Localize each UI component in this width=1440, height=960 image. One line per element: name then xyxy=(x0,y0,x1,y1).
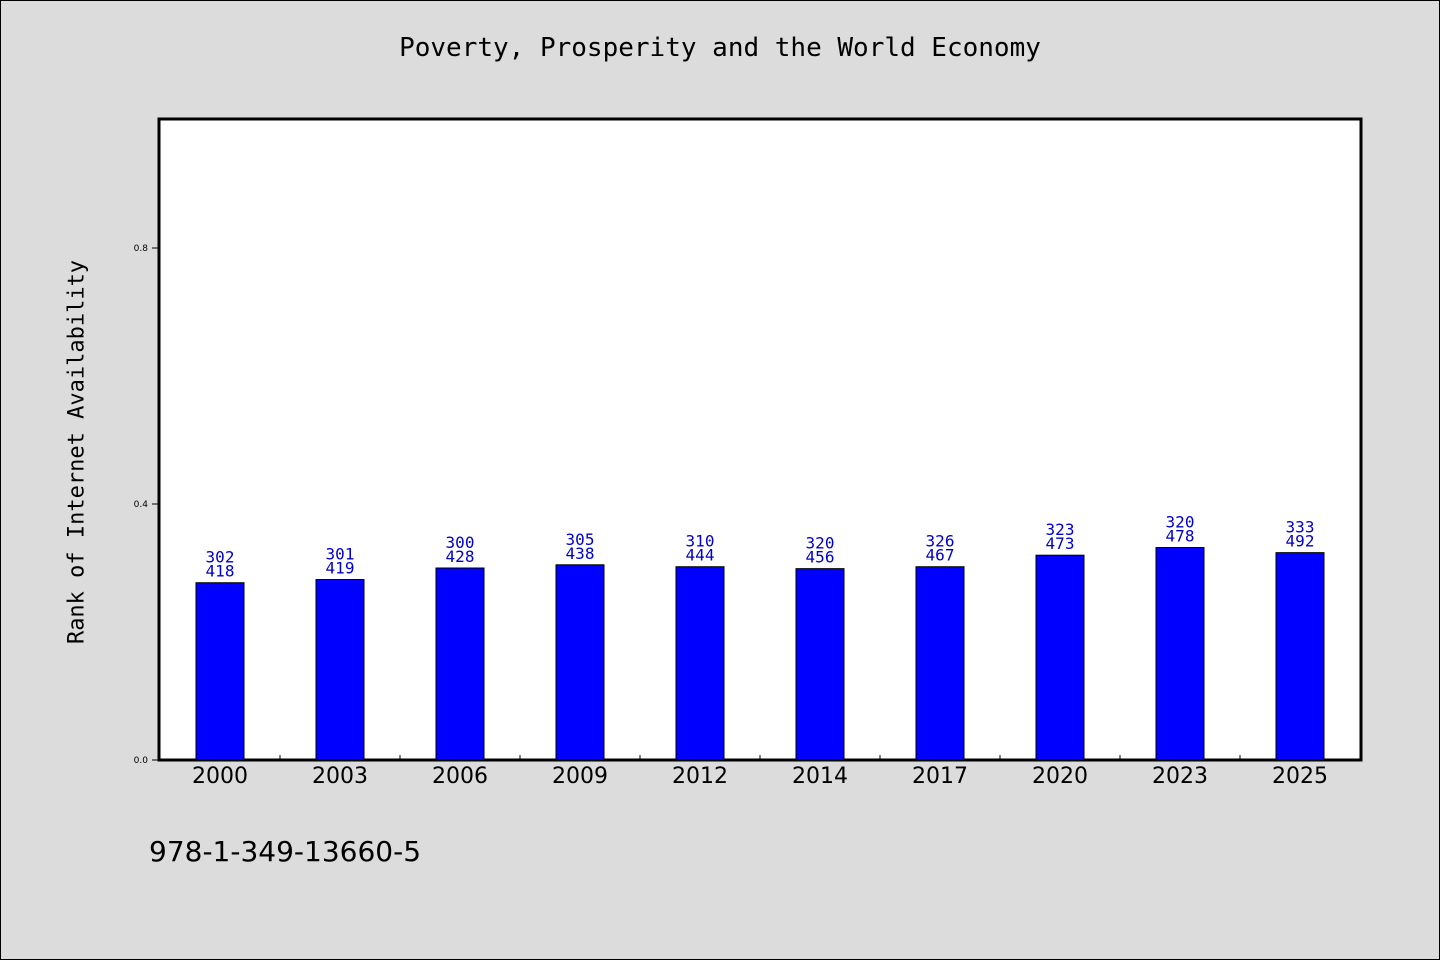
bar-label-top: 301 xyxy=(326,545,355,564)
bar-label-bottom: 473 xyxy=(1046,534,1075,553)
x-tick-label: 2020 xyxy=(1032,764,1088,789)
bar-label-bottom: 478 xyxy=(1166,527,1195,546)
isbn-code: 978-1-349-13660-5 xyxy=(149,835,422,868)
bar-2023 xyxy=(1155,547,1205,761)
bar-label-top: 326 xyxy=(926,532,955,551)
bar-2006 xyxy=(435,567,485,761)
bar-2014 xyxy=(795,568,845,761)
x-tick-label: 2014 xyxy=(792,764,848,789)
x-tick-label: 2023 xyxy=(1152,764,1208,789)
bar-2017 xyxy=(915,566,965,761)
x-tick-label: 2003 xyxy=(312,764,368,789)
x-tick-label: 2006 xyxy=(432,764,488,789)
bar-label-bottom: 419 xyxy=(326,559,355,578)
x-tick-label: 2000 xyxy=(192,764,248,789)
bar-2012 xyxy=(675,566,725,761)
bar-label-top: 300 xyxy=(446,533,475,552)
bar-label-top: 320 xyxy=(806,534,835,553)
bar-label-bottom: 438 xyxy=(566,544,595,563)
bar-label-top: 302 xyxy=(206,548,235,567)
bar-2000 xyxy=(195,582,245,761)
x-tick-label: 2009 xyxy=(552,764,608,789)
bar-label-bottom: 492 xyxy=(1286,532,1315,551)
bar-label-top: 310 xyxy=(686,532,715,551)
bar-label-bottom: 418 xyxy=(206,562,235,581)
y-tick-label: 0.0 xyxy=(134,756,149,766)
y-tick-label: 0.4 xyxy=(134,500,149,510)
bar-2020 xyxy=(1035,554,1085,761)
bar-label-top: 305 xyxy=(566,530,595,549)
bar-label-bottom: 428 xyxy=(446,547,475,566)
bar-2003 xyxy=(315,579,365,761)
x-tick-label: 2012 xyxy=(672,764,728,789)
bar-label-top: 320 xyxy=(1166,513,1195,532)
y-tick-label: 0.8 xyxy=(134,244,149,254)
chart-title: Poverty, Prosperity and the World Econom… xyxy=(399,33,1041,63)
bar-2009 xyxy=(555,564,605,761)
bar-label-top: 323 xyxy=(1046,520,1075,539)
bar-2025 xyxy=(1275,552,1325,761)
bar-label-bottom: 444 xyxy=(686,546,715,565)
x-tick-label: 2025 xyxy=(1272,764,1328,789)
bar-label-top: 333 xyxy=(1286,518,1315,537)
bar-label-bottom: 456 xyxy=(806,548,835,567)
x-tick-label: 2017 xyxy=(912,764,968,789)
bar-label-bottom: 467 xyxy=(926,546,955,565)
